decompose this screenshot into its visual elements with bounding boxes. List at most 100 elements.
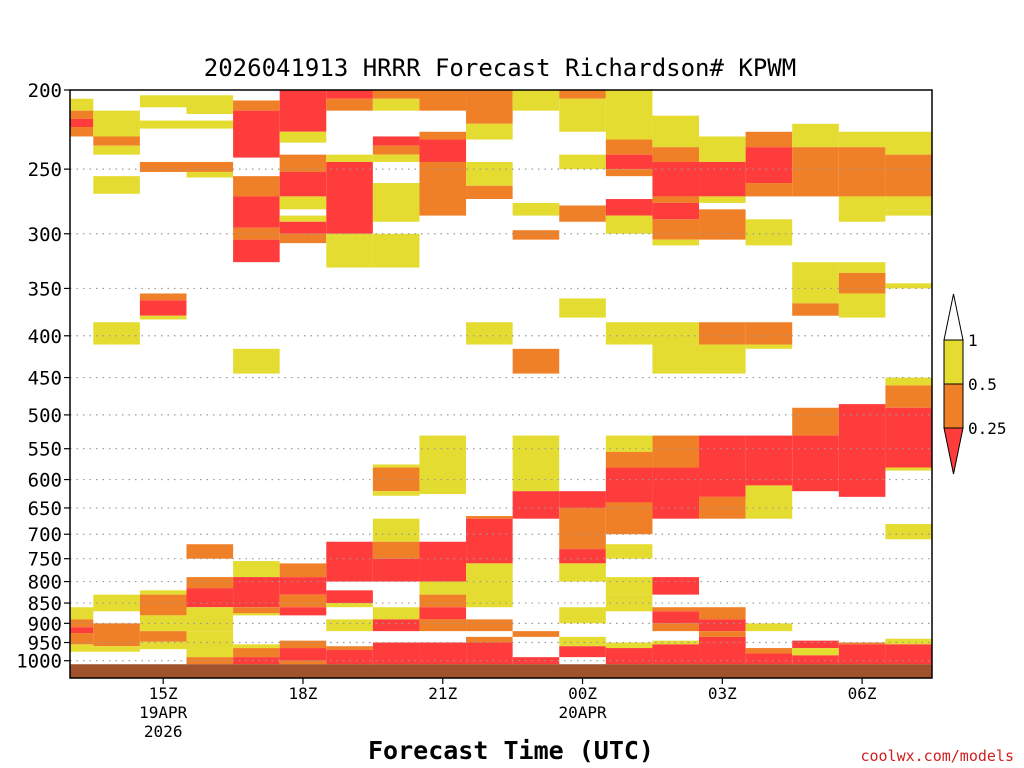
heatmap-cell	[186, 161, 234, 172]
heatmap-cell	[279, 577, 327, 595]
heatmap-cell	[699, 344, 746, 374]
heatmap-cell	[792, 303, 839, 316]
heatmap-cell	[652, 344, 700, 374]
heatmap-cell	[559, 154, 606, 170]
heatmap-cell	[699, 209, 746, 240]
y-tick-label: 300	[28, 224, 62, 246]
y-axis: 200 250 300 350 400 450 500 550 600 650 700 7508008…	[16, 80, 70, 673]
y-tick-label: 1000	[16, 651, 62, 673]
legend-label: 0.25	[968, 419, 1007, 438]
x-tick-label: 03Z	[708, 684, 737, 703]
heatmap-cell	[885, 154, 932, 197]
heatmap-cell	[466, 636, 513, 643]
heatmap-cell	[838, 644, 886, 665]
heatmap-cell	[279, 196, 327, 210]
plot-frame	[69, 89, 933, 679]
heatmap-cell	[93, 110, 140, 137]
heatmap-cell	[139, 293, 187, 301]
heatmap-cell	[233, 176, 280, 197]
heatmap-cell	[186, 120, 234, 129]
y-tick-label: 850	[28, 593, 62, 615]
heatmap-cell	[372, 136, 420, 146]
heatmap-cell	[372, 541, 420, 559]
heatmap-cell	[186, 171, 234, 178]
heatmap-cell	[279, 660, 327, 665]
heatmap-cell	[559, 90, 606, 99]
heatmap-cell	[466, 161, 513, 186]
heatmap-cell	[838, 196, 886, 222]
heatmap-cell	[652, 239, 700, 246]
heatmap-cell	[466, 322, 513, 345]
heatmap-cell	[279, 563, 327, 578]
heatmap-cell	[512, 631, 560, 637]
heatmap-cell	[512, 435, 560, 492]
heatmap-cell	[466, 90, 513, 124]
heatmap-cell	[186, 607, 234, 632]
heatmap-cell	[279, 648, 327, 661]
x-tick-label: 21Z	[428, 684, 457, 703]
x-tick-label: 2026	[144, 722, 183, 741]
y-tick-label: 900	[28, 613, 62, 635]
legend-swatch-above-1	[943, 293, 964, 341]
heatmap-cell	[838, 131, 886, 148]
y-tick-label: 950	[28, 633, 62, 655]
heatmap-cell	[512, 657, 560, 665]
x-tick-label: 20APR	[558, 703, 607, 722]
heatmap-cell	[419, 541, 467, 582]
heatmap-cell	[372, 619, 420, 632]
legend-swatch-below-0.25	[943, 427, 964, 475]
heatmap-cell	[699, 161, 746, 197]
heatmap-cell	[699, 196, 746, 203]
heatmap-cell	[70, 98, 94, 111]
heatmap-cell	[559, 507, 606, 550]
heatmap-cell	[652, 577, 700, 595]
heatmap-cell	[279, 154, 327, 172]
heatmap-cell	[70, 110, 94, 119]
heatmap-cell	[652, 161, 700, 197]
heatmap-cell	[885, 209, 932, 216]
heatmap-cell	[745, 653, 793, 665]
heatmap-cell	[605, 169, 653, 177]
heatmap-cell	[139, 120, 187, 129]
heatmap-cell	[605, 502, 653, 535]
heatmap-cell	[233, 657, 280, 665]
heatmap-cell	[139, 300, 187, 316]
heatmap-cell	[233, 196, 280, 228]
heatmap-cell	[372, 491, 420, 496]
heatmap-cell	[233, 607, 280, 614]
heatmap-cell	[419, 131, 467, 140]
heatmap-cell	[652, 623, 700, 632]
heatmap-cell	[186, 577, 234, 589]
heatmap-cell	[93, 145, 140, 155]
heatmap-cell	[139, 641, 187, 650]
y-tick-label: 650	[28, 498, 62, 520]
legend-swatch-0.5-1	[943, 339, 964, 385]
heatmap-cell	[559, 636, 606, 647]
heatmap-cell	[605, 642, 653, 649]
chart-title: 2026041913 HRRR Forecast Richardson# KPW…	[204, 54, 796, 82]
heatmap-cell	[838, 147, 886, 197]
heatmap-cell	[186, 588, 234, 608]
heatmap-cell	[372, 558, 420, 582]
heatmap-cell	[699, 322, 746, 345]
heatmap-cell	[885, 467, 932, 471]
heatmap-cell	[699, 496, 746, 519]
heatmap-cell	[699, 136, 746, 162]
heatmap-cell	[233, 613, 280, 616]
heatmap-cell	[326, 541, 373, 582]
heatmap-cell	[699, 607, 746, 620]
heatmap-cell	[466, 123, 513, 140]
y-tick-label: 500	[28, 405, 62, 427]
heatmap-cell	[652, 467, 700, 519]
heatmap-cell	[605, 90, 653, 140]
heatmap-cell	[512, 348, 560, 374]
heatmap-cell	[372, 98, 420, 111]
heatmap-cell	[372, 233, 420, 268]
heatmap-cell	[559, 298, 606, 318]
heatmap-cell	[699, 619, 746, 632]
heatmap-cell	[139, 594, 187, 616]
heatmap-cell	[885, 644, 932, 665]
heatmap-cell	[186, 631, 234, 658]
heatmap-cell	[93, 623, 140, 647]
